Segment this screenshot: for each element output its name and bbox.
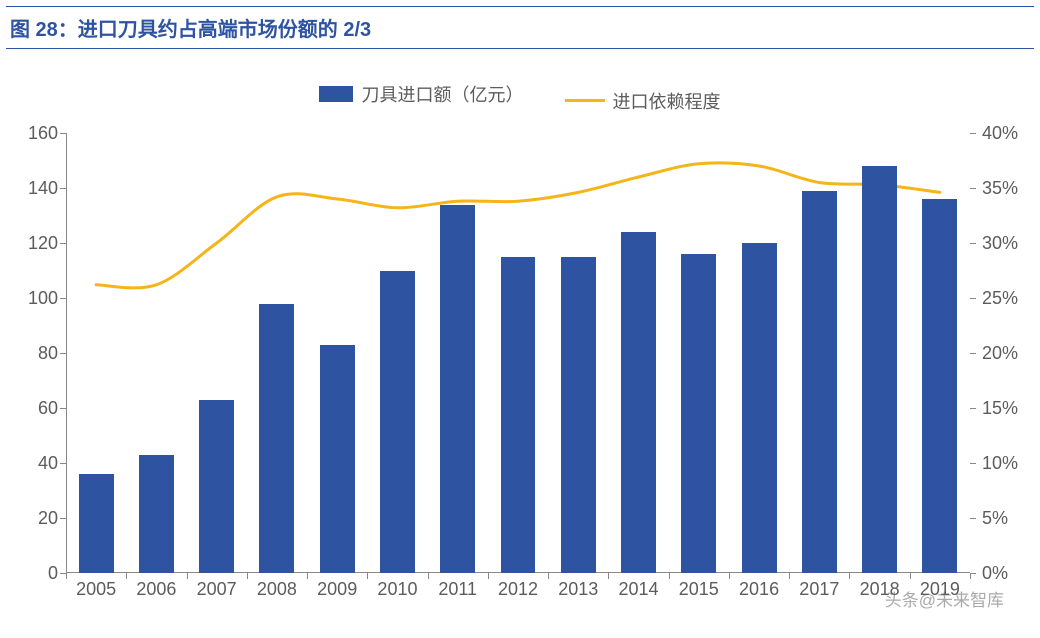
bar bbox=[681, 254, 716, 573]
legend-line-label: 进口依赖程度 bbox=[613, 88, 721, 114]
chart-legend: 刀具进口额（亿元） 进口依赖程度 bbox=[6, 81, 1034, 114]
x-axis-label: 2016 bbox=[739, 579, 779, 600]
legend-item-bar: 刀具进口额（亿元） bbox=[319, 81, 523, 107]
bar bbox=[320, 345, 355, 573]
x-axis-label: 2013 bbox=[558, 579, 598, 600]
y-left-tick: 40 bbox=[6, 454, 64, 472]
x-axis-label: 2012 bbox=[498, 579, 538, 600]
y-left-tick-mark bbox=[60, 408, 66, 409]
bar bbox=[440, 205, 475, 574]
y-right-tick-mark bbox=[970, 353, 976, 354]
y-right-tick: 40% bbox=[976, 124, 1034, 142]
bar bbox=[621, 232, 656, 573]
y-right-tick-mark bbox=[970, 298, 976, 299]
y-left-tick: 120 bbox=[6, 234, 64, 252]
x-axis-label: 2007 bbox=[197, 579, 237, 600]
bar bbox=[802, 191, 837, 573]
y-left-tick-mark bbox=[60, 298, 66, 299]
y-right-tick-mark bbox=[970, 243, 976, 244]
y-right-tick: 20% bbox=[976, 344, 1034, 362]
x-axis-label: 2015 bbox=[679, 579, 719, 600]
bar bbox=[501, 257, 536, 573]
y-left-tick-mark bbox=[60, 518, 66, 519]
bar bbox=[380, 271, 415, 574]
x-axis-label: 2017 bbox=[799, 579, 839, 600]
x-axis-label: 2018 bbox=[860, 579, 900, 600]
y-left-tick: 60 bbox=[6, 399, 64, 417]
x-axis-label: 2008 bbox=[257, 579, 297, 600]
y-left-tick: 0 bbox=[6, 564, 64, 582]
bar bbox=[742, 243, 777, 573]
bar bbox=[862, 166, 897, 573]
y-left-tick: 140 bbox=[6, 179, 64, 197]
y-right-tick: 30% bbox=[976, 234, 1034, 252]
y-axis-right: 0%5%10%15%20%25%30%35%40% bbox=[976, 133, 1034, 573]
y-right-tick-mark bbox=[970, 463, 976, 464]
y-left-tick-mark bbox=[60, 133, 66, 134]
y-right-tick-mark bbox=[970, 133, 976, 134]
chart-title: 图 28：进口刀具约占高端市场份额的 2/3 bbox=[10, 19, 371, 41]
x-axis-label: 2010 bbox=[377, 579, 417, 600]
bar bbox=[259, 304, 294, 574]
y-left-tick: 100 bbox=[6, 289, 64, 307]
chart-title-bar: 图 28：进口刀具约占高端市场份额的 2/3 bbox=[6, 6, 1034, 49]
y-right-tick: 15% bbox=[976, 399, 1034, 417]
y-right-tick: 25% bbox=[976, 289, 1034, 307]
y-left-tick: 20 bbox=[6, 509, 64, 527]
y-right-tick: 0% bbox=[976, 564, 1034, 582]
x-axis-label: 2005 bbox=[76, 579, 116, 600]
x-tick-mark bbox=[970, 573, 971, 579]
bar bbox=[139, 455, 174, 573]
x-axis-label: 2011 bbox=[438, 579, 477, 600]
y-right-tick: 35% bbox=[976, 179, 1034, 197]
y-axis-left: 020406080100120140160 bbox=[6, 133, 64, 573]
y-left-tick: 160 bbox=[6, 124, 64, 142]
bar bbox=[79, 474, 114, 573]
legend-swatch-line bbox=[565, 99, 605, 102]
x-axis-labels: 2005 2006 2007 2008 2009 2010 2011 2012 2013 2014… bbox=[66, 579, 970, 607]
y-right-tick-mark bbox=[970, 188, 976, 189]
y-right-tick: 10% bbox=[976, 454, 1034, 472]
y-left-tick-mark bbox=[60, 463, 66, 464]
plot-area bbox=[66, 133, 970, 573]
x-axis-label: 2006 bbox=[136, 579, 176, 600]
legend-item-line: 进口依赖程度 bbox=[565, 88, 721, 114]
y-left-tick-mark bbox=[60, 353, 66, 354]
chart-container: 刀具进口额（亿元） 进口依赖程度 0 20 40 60 80 100 120 140 160 0… bbox=[6, 53, 1034, 613]
y-left-tick-mark bbox=[60, 243, 66, 244]
bar bbox=[199, 400, 234, 573]
y-right-tick-mark bbox=[970, 408, 976, 409]
y-right-tick: 5% bbox=[976, 509, 1034, 527]
legend-swatch-bar bbox=[319, 86, 353, 102]
legend-bar-label: 刀具进口额（亿元） bbox=[361, 81, 523, 107]
x-axis-label: 2014 bbox=[619, 579, 659, 600]
y-right-tick-mark bbox=[970, 518, 976, 519]
x-axis-label: 2019 bbox=[920, 579, 960, 600]
x-axis-label: 2009 bbox=[317, 579, 357, 600]
bar bbox=[922, 199, 957, 573]
bar bbox=[561, 257, 596, 573]
y-left-tick: 80 bbox=[6, 344, 64, 362]
y-left-tick-mark bbox=[60, 188, 66, 189]
